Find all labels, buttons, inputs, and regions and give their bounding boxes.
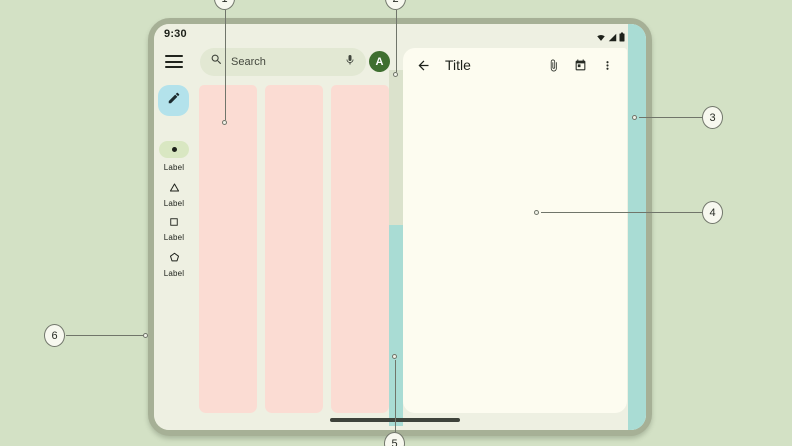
pane-divider-highlight	[389, 225, 403, 426]
triangle-outline-icon	[169, 183, 179, 192]
search-icon	[210, 53, 223, 71]
list-placeholder-column	[331, 85, 389, 413]
list-placeholder-column	[199, 85, 257, 413]
callout-5-endpoint	[392, 354, 397, 359]
detail-header: Title	[403, 48, 627, 73]
mic-icon[interactable]	[344, 53, 356, 71]
right-edge-highlight	[628, 24, 646, 430]
callout-4-line	[541, 212, 702, 213]
pencil-edit-icon	[167, 91, 181, 110]
callout-5: 5	[384, 432, 405, 446]
tablet-device-frame: 9:30	[148, 18, 652, 436]
callout-1-endpoint	[222, 120, 227, 125]
attachment-icon[interactable]	[547, 59, 560, 72]
detail-actions	[547, 59, 614, 72]
callout-3-endpoint	[632, 114, 637, 120]
callout-1-line	[224, 10, 226, 120]
callout-2-endpoint	[393, 72, 398, 77]
status-bar-time: 9:30	[164, 28, 187, 40]
callout-3-line	[639, 117, 702, 118]
compose-fab[interactable]	[158, 85, 189, 116]
callout-4-endpoint	[534, 209, 539, 215]
callout-3: 3	[702, 106, 723, 129]
wifi-icon	[596, 33, 606, 42]
filled-circle-icon	[171, 147, 177, 152]
search-bar[interactable]	[200, 48, 366, 76]
list-placeholder-column	[265, 85, 323, 413]
rail-item-label-3[interactable]: Label	[154, 216, 194, 242]
active-indicator-pill	[159, 141, 189, 158]
back-arrow-icon	[418, 60, 428, 70]
rail-item-label: Label	[163, 199, 185, 208]
menu-icon[interactable]	[165, 55, 183, 68]
detail-title: Title	[445, 57, 471, 73]
square-outline-icon	[170, 218, 178, 226]
callout-1: 1	[214, 0, 235, 10]
more-vert-icon[interactable]	[601, 59, 614, 72]
detail-pane: Title	[403, 48, 627, 413]
pane-divider	[389, 70, 403, 225]
rail-item-label: Label	[163, 163, 185, 172]
battery-icon	[619, 32, 625, 42]
rail-item-label: Label	[163, 269, 185, 278]
callout-2: 2	[385, 0, 406, 10]
callout-6-line	[66, 335, 144, 336]
search-input[interactable]	[231, 56, 344, 68]
rail-item-label-1[interactable]: Label	[154, 141, 194, 172]
pentagon-outline-icon	[169, 252, 179, 262]
callout-6: 6	[44, 324, 65, 347]
status-bar-icons	[596, 32, 625, 42]
tablet-screen: 9:30	[154, 24, 646, 430]
cellular-signal-icon	[608, 33, 617, 42]
rail-item-label: Label	[163, 233, 185, 242]
rail-item-label-2[interactable]: Label	[154, 181, 194, 208]
callout-5-line	[394, 360, 396, 432]
callout-6-endpoint	[143, 332, 148, 338]
rail-item-label-4[interactable]: Label	[154, 251, 194, 278]
back-button[interactable]	[415, 57, 431, 73]
callout-4: 4	[702, 201, 723, 224]
calendar-icon[interactable]	[574, 59, 587, 72]
callout-2-line	[395, 10, 397, 72]
account-avatar[interactable]: A	[369, 51, 390, 72]
